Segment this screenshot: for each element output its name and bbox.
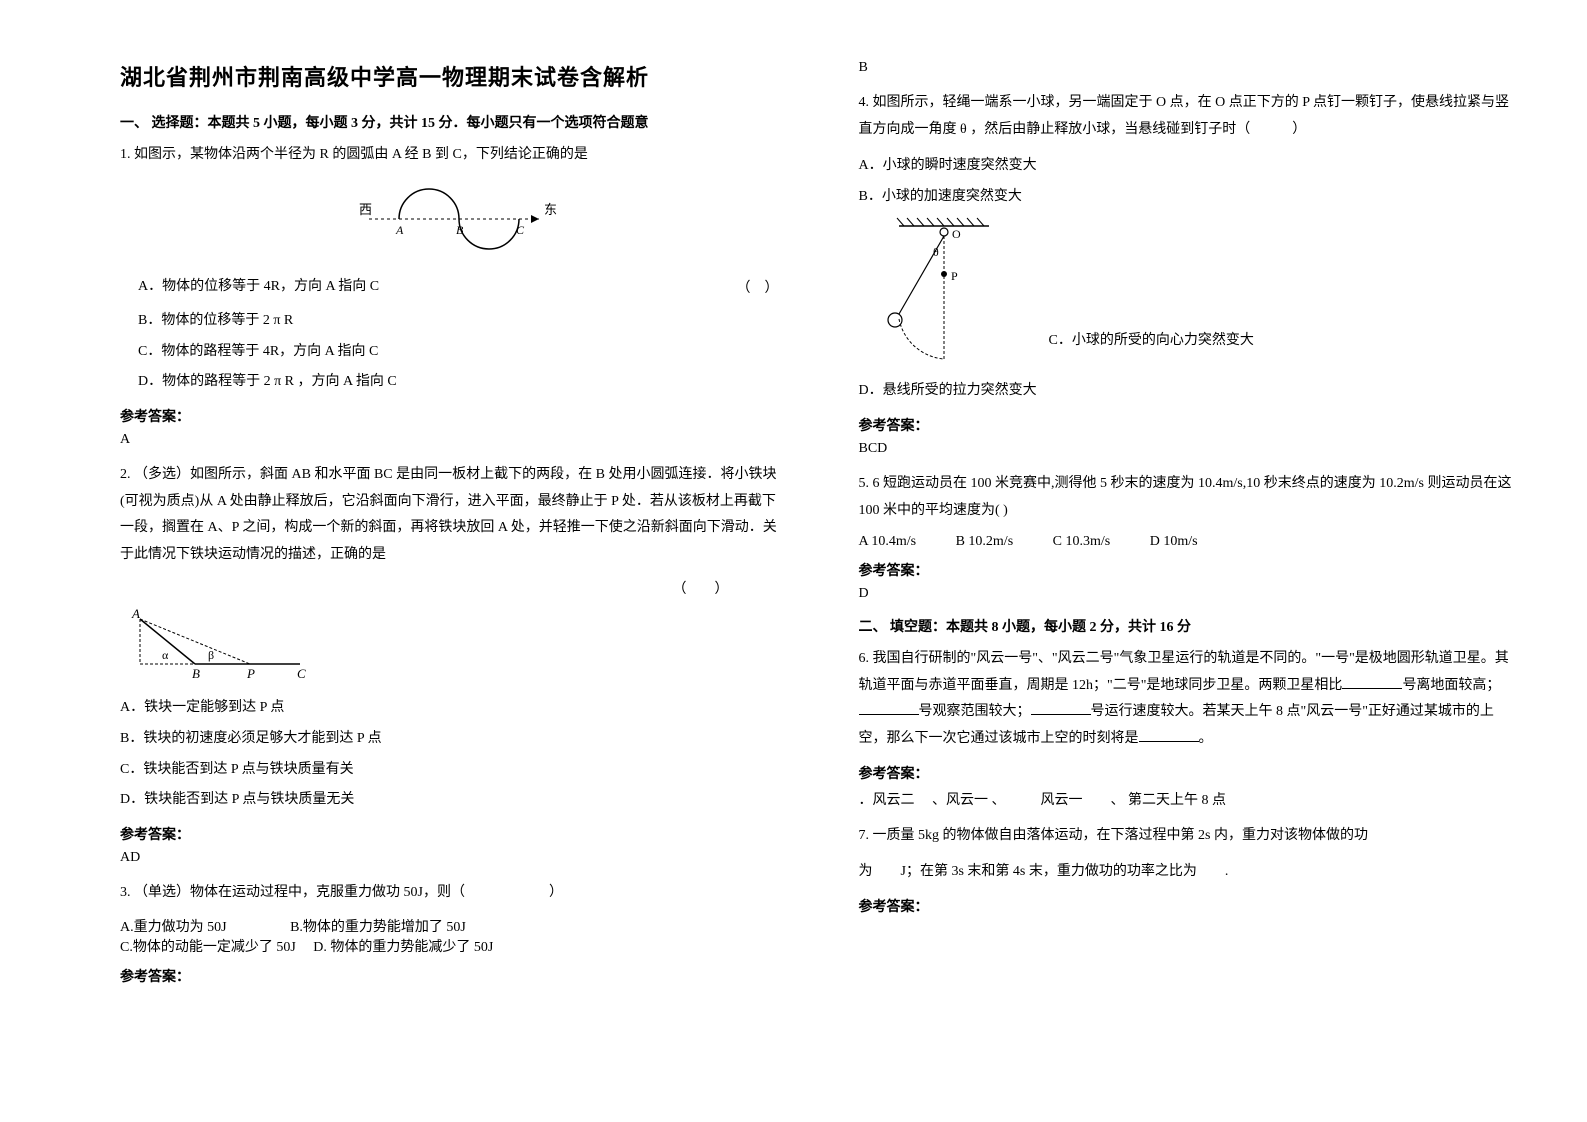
q7-stem-b: 为 J；在第 3s 末和第 4s 末，重力做功的功率之比为 . <box>859 859 1518 886</box>
q3-optB: B.物体的重力势能增加了 50J <box>290 920 466 935</box>
q1-west-label: 西 <box>359 202 372 217</box>
q6-blank1[interactable] <box>1342 688 1402 689</box>
q2-p-label: P <box>246 666 255 681</box>
q6-stem-b: 号离地面较高； <box>1402 678 1500 693</box>
q6-stem: 6. 我国自行研制的"风云一号"、"风云二号"气象卫星运行的轨道是不同的。"一号… <box>859 646 1518 752</box>
q2-answer-label: 参考答案： <box>120 824 779 844</box>
q2-a-label: A <box>131 606 140 621</box>
q2-figure: A B P C α β <box>120 604 320 684</box>
q3-stem: 3. （单选）物体在运动过程中，克服重力做功 50J，则（ ） <box>120 880 779 907</box>
q5-options-row: A 10.4m/s B 10.2m/s C 10.3m/s D 10m/s <box>859 534 1518 550</box>
q1-optA-row: A．物体的位移等于 4R，方向 A 指向 C （ ） <box>120 270 779 305</box>
q1-optB: B．物体的位移等于 2 π R <box>138 308 779 335</box>
q2-b-label: B <box>192 666 200 681</box>
q3-answer-label: 参考答案： <box>120 966 779 986</box>
q5-answer-label: 参考答案： <box>859 560 1518 580</box>
q3-optC: C.物体的动能一定减少了 50J <box>120 940 296 955</box>
q5-optC: C 10.3m/s <box>1053 534 1111 549</box>
q4-optB: B．小球的加速度突然变大 <box>859 184 1518 211</box>
q2-paren: （ ） <box>120 578 729 598</box>
q4-answer-label: 参考答案： <box>859 415 1518 435</box>
q4-optC: C．小球的所受的向心力突然变大 <box>1049 328 1254 355</box>
q2-optD: D．铁块能否到达 P 点与铁块质量无关 <box>120 787 779 814</box>
left-column: 湖北省荆州市荆南高级中学高一物理期末试卷含解析 一、 选择题：本题共 5 小题，… <box>100 60 819 1082</box>
q1-answer: A <box>120 432 779 448</box>
q1-c-label: C <box>516 223 525 237</box>
q6-blank2[interactable] <box>859 714 919 715</box>
q6-stem-e: 。 <box>1199 731 1213 746</box>
q1-b-label: B <box>456 223 464 237</box>
q3-row1: A.重力做功为 50J B.物体的重力势能增加了 50J <box>120 916 779 936</box>
q5-optD: D 10m/s <box>1150 534 1198 549</box>
q1-optC: C．物体的路程等于 4R，方向 A 指向 C <box>138 339 779 366</box>
q1-stem: 1. 如图示，某物体沿两个半径为 R 的圆弧由 A 经 B 到 C，下列结论正确… <box>120 142 779 169</box>
q1-a-label: A <box>395 223 404 237</box>
q6-answer-label: 参考答案： <box>859 763 1518 783</box>
q4-o-label: O <box>952 227 961 241</box>
q4-fig-row: O P θ C．小球的所受的向心力突然变大 <box>859 214 1518 374</box>
q3-optA: A.重力做功为 50J <box>120 920 227 935</box>
q7-stem-a: 7. 一质量 5kg 的物体做自由落体运动，在下落过程中第 2s 内，重力对该物… <box>859 823 1518 850</box>
q1-paren: （ ） <box>719 277 779 297</box>
q4-stem: 4. 如图所示，轻绳一端系一小球，另一端固定于 O 点，在 O 点正下方的 P … <box>859 90 1518 143</box>
q2-optB: B．铁块的初速度必须足够大才能到达 P 点 <box>120 726 779 753</box>
right-column: B 4. 如图所示，轻绳一端系一小球，另一端固定于 O 点，在 O 点正下方的 … <box>819 60 1538 1082</box>
q4-answer: BCD <box>859 441 1518 457</box>
q2-optC: C．铁块能否到达 P 点与铁块质量有关 <box>120 757 779 784</box>
section1-header: 一、 选择题：本题共 5 小题，每小题 3 分，共计 15 分．每小题只有一个选… <box>120 112 779 132</box>
q2-c-label: C <box>297 666 306 681</box>
q4-optA: A．小球的瞬时速度突然变大 <box>859 153 1518 180</box>
q5-optB: B 10.2m/s <box>956 534 1014 549</box>
q4-optD: D．悬线所受的拉力突然变大 <box>859 378 1518 405</box>
section2-header: 二、 填空题：本题共 8 小题，每小题 2 分，共计 16 分 <box>859 616 1518 636</box>
q6-answer: ．风云二 、风云一 、 风云一 、 第二天上午 8 点 <box>859 789 1518 809</box>
q7-answer-label: 参考答案： <box>859 896 1518 916</box>
q1-figure-wrap: 西 东 A B C <box>120 179 779 264</box>
q4-p-label: P <box>951 269 958 283</box>
q3-answer: B <box>859 60 1518 76</box>
q4-figure: O P θ <box>859 214 1029 374</box>
q3-row2: C.物体的动能一定减少了 50J D. 物体的重力势能减少了 50J <box>120 936 779 956</box>
q4-theta-label: θ <box>933 245 939 259</box>
q2-optA: A．铁块一定能够到达 P 点 <box>120 695 779 722</box>
q2-stem: 2. （多选）如图所示，斜面 AB 和水平面 BC 是由同一板材上截下的两段，在… <box>120 462 779 568</box>
q1-east-label: 东 <box>544 202 557 217</box>
q5-answer: D <box>859 586 1518 602</box>
q3-optD: D. 物体的重力势能减少了 50J <box>313 940 493 955</box>
q6-blank3[interactable] <box>1031 714 1091 715</box>
q6-blank4[interactable] <box>1139 741 1199 742</box>
q2-answer: AD <box>120 850 779 866</box>
q2-beta-label: β <box>208 648 214 662</box>
q6-stem-c: 号观察范围较大； <box>919 704 1031 719</box>
q1-optD: D．物体的路程等于 2 π R ，方向 A 指向 C <box>138 369 779 396</box>
q1-optA: A．物体的位移等于 4R，方向 A 指向 C <box>138 274 379 301</box>
page-title: 湖北省荆州市荆南高级中学高一物理期末试卷含解析 <box>120 60 779 92</box>
q2-figure-wrap: A B P C α β <box>120 604 779 689</box>
q5-optA: A 10.4m/s <box>859 534 917 549</box>
q1-answer-label: 参考答案： <box>120 406 779 426</box>
q1-figure: 西 东 A B C <box>339 179 559 259</box>
q2-alpha-label: α <box>162 648 169 662</box>
q5-stem: 5. 6 短跑运动员在 100 米竞赛中,测得他 5 秒末的速度为 10.4m/… <box>859 471 1518 524</box>
